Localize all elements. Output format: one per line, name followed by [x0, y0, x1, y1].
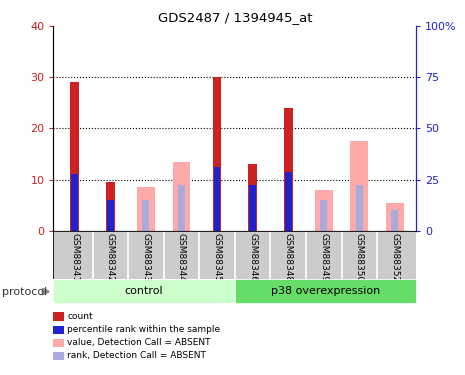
- Bar: [391, 210, 399, 231]
- Bar: [284, 108, 292, 231]
- Text: GSM88343: GSM88343: [141, 233, 151, 282]
- Bar: [137, 187, 155, 231]
- Text: GSM88349: GSM88349: [319, 233, 328, 282]
- Bar: [249, 184, 256, 231]
- Bar: [173, 162, 190, 231]
- Bar: [70, 82, 79, 231]
- Bar: [213, 167, 220, 231]
- Text: control: control: [125, 286, 164, 296]
- Text: GSM88352: GSM88352: [390, 233, 399, 282]
- Text: count: count: [67, 312, 93, 321]
- Bar: [315, 190, 332, 231]
- Text: GSM88341: GSM88341: [70, 233, 80, 282]
- Bar: [248, 164, 257, 231]
- FancyBboxPatch shape: [53, 279, 235, 303]
- Text: GSM88345: GSM88345: [213, 233, 221, 282]
- FancyBboxPatch shape: [235, 279, 416, 303]
- Bar: [285, 172, 292, 231]
- Text: value, Detection Call = ABSENT: value, Detection Call = ABSENT: [67, 338, 211, 347]
- Bar: [106, 182, 115, 231]
- Bar: [386, 202, 404, 231]
- Bar: [178, 184, 185, 231]
- Text: protocol: protocol: [2, 287, 47, 297]
- Bar: [107, 200, 114, 231]
- Bar: [72, 174, 78, 231]
- Title: GDS2487 / 1394945_at: GDS2487 / 1394945_at: [158, 11, 312, 24]
- Text: rank, Detection Call = ABSENT: rank, Detection Call = ABSENT: [67, 351, 206, 360]
- Text: percentile rank within the sample: percentile rank within the sample: [67, 325, 220, 334]
- Text: GSM88346: GSM88346: [248, 233, 257, 282]
- Bar: [213, 77, 221, 231]
- Text: GSM88350: GSM88350: [355, 233, 364, 282]
- Text: GSM88342: GSM88342: [106, 233, 115, 282]
- Bar: [351, 141, 368, 231]
- Bar: [320, 200, 327, 231]
- Text: GSM88344: GSM88344: [177, 233, 186, 282]
- Bar: [356, 184, 363, 231]
- Text: p38 overexpression: p38 overexpression: [271, 286, 380, 296]
- Bar: [142, 200, 149, 231]
- Text: GSM88348: GSM88348: [284, 233, 292, 282]
